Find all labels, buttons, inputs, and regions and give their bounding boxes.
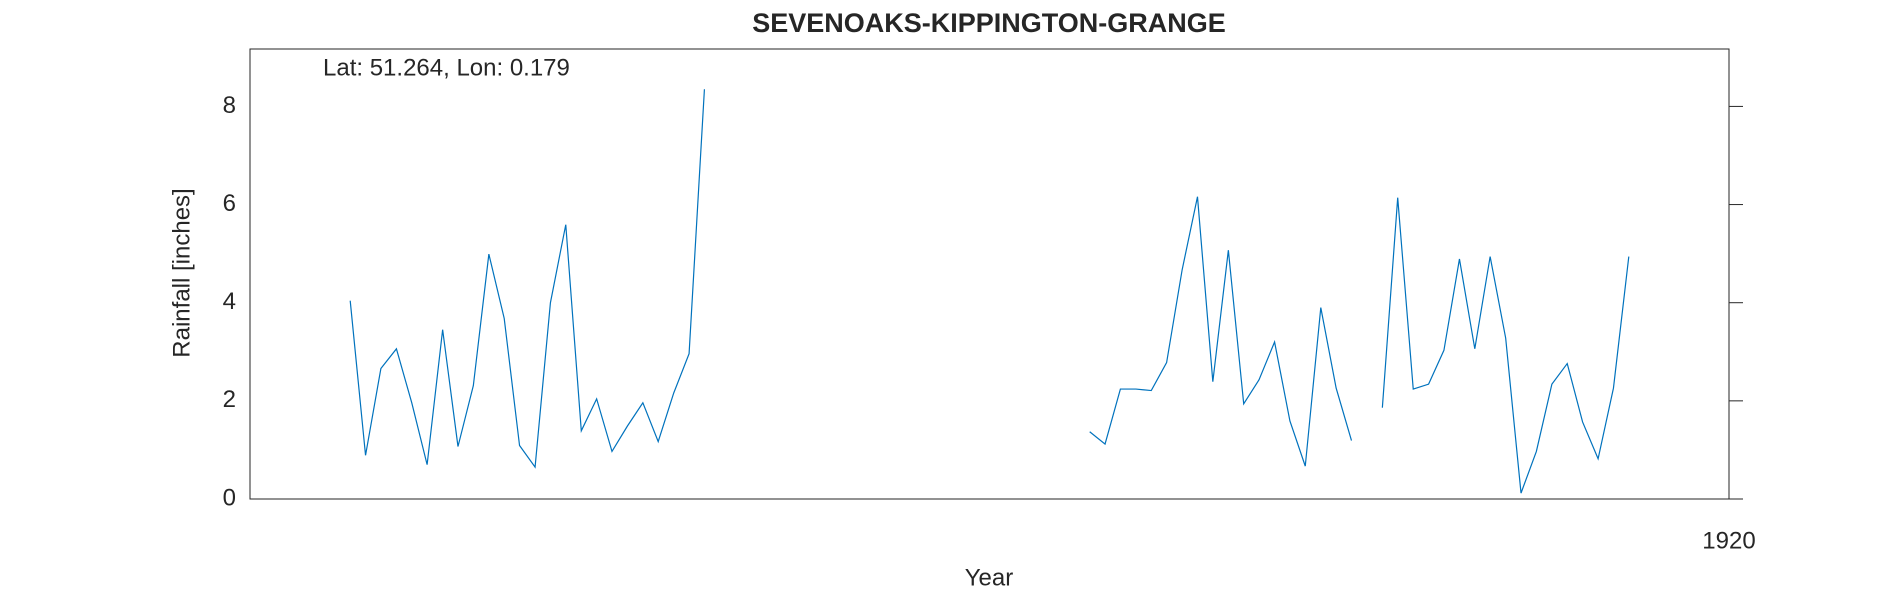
x-tick-label: 1920 <box>1702 527 1755 554</box>
y-tick-label: 8 <box>223 92 236 119</box>
data-line <box>349 89 1630 494</box>
y-tick-label: 2 <box>223 386 236 413</box>
y-tick-label: 0 <box>223 484 236 511</box>
y-tick-label: 6 <box>223 190 236 217</box>
y-tick-label: 4 <box>223 288 236 315</box>
annotation: Lat: 51.264, Lon: 0.179 <box>323 54 570 81</box>
axes-box <box>249 48 1730 500</box>
x-axis-label: Year <box>965 564 1014 591</box>
chart-title: SEVENOAKS-KIPPINGTON-GRANGE <box>752 8 1226 38</box>
y-axis-label: Rainfall [inches] <box>168 188 195 357</box>
